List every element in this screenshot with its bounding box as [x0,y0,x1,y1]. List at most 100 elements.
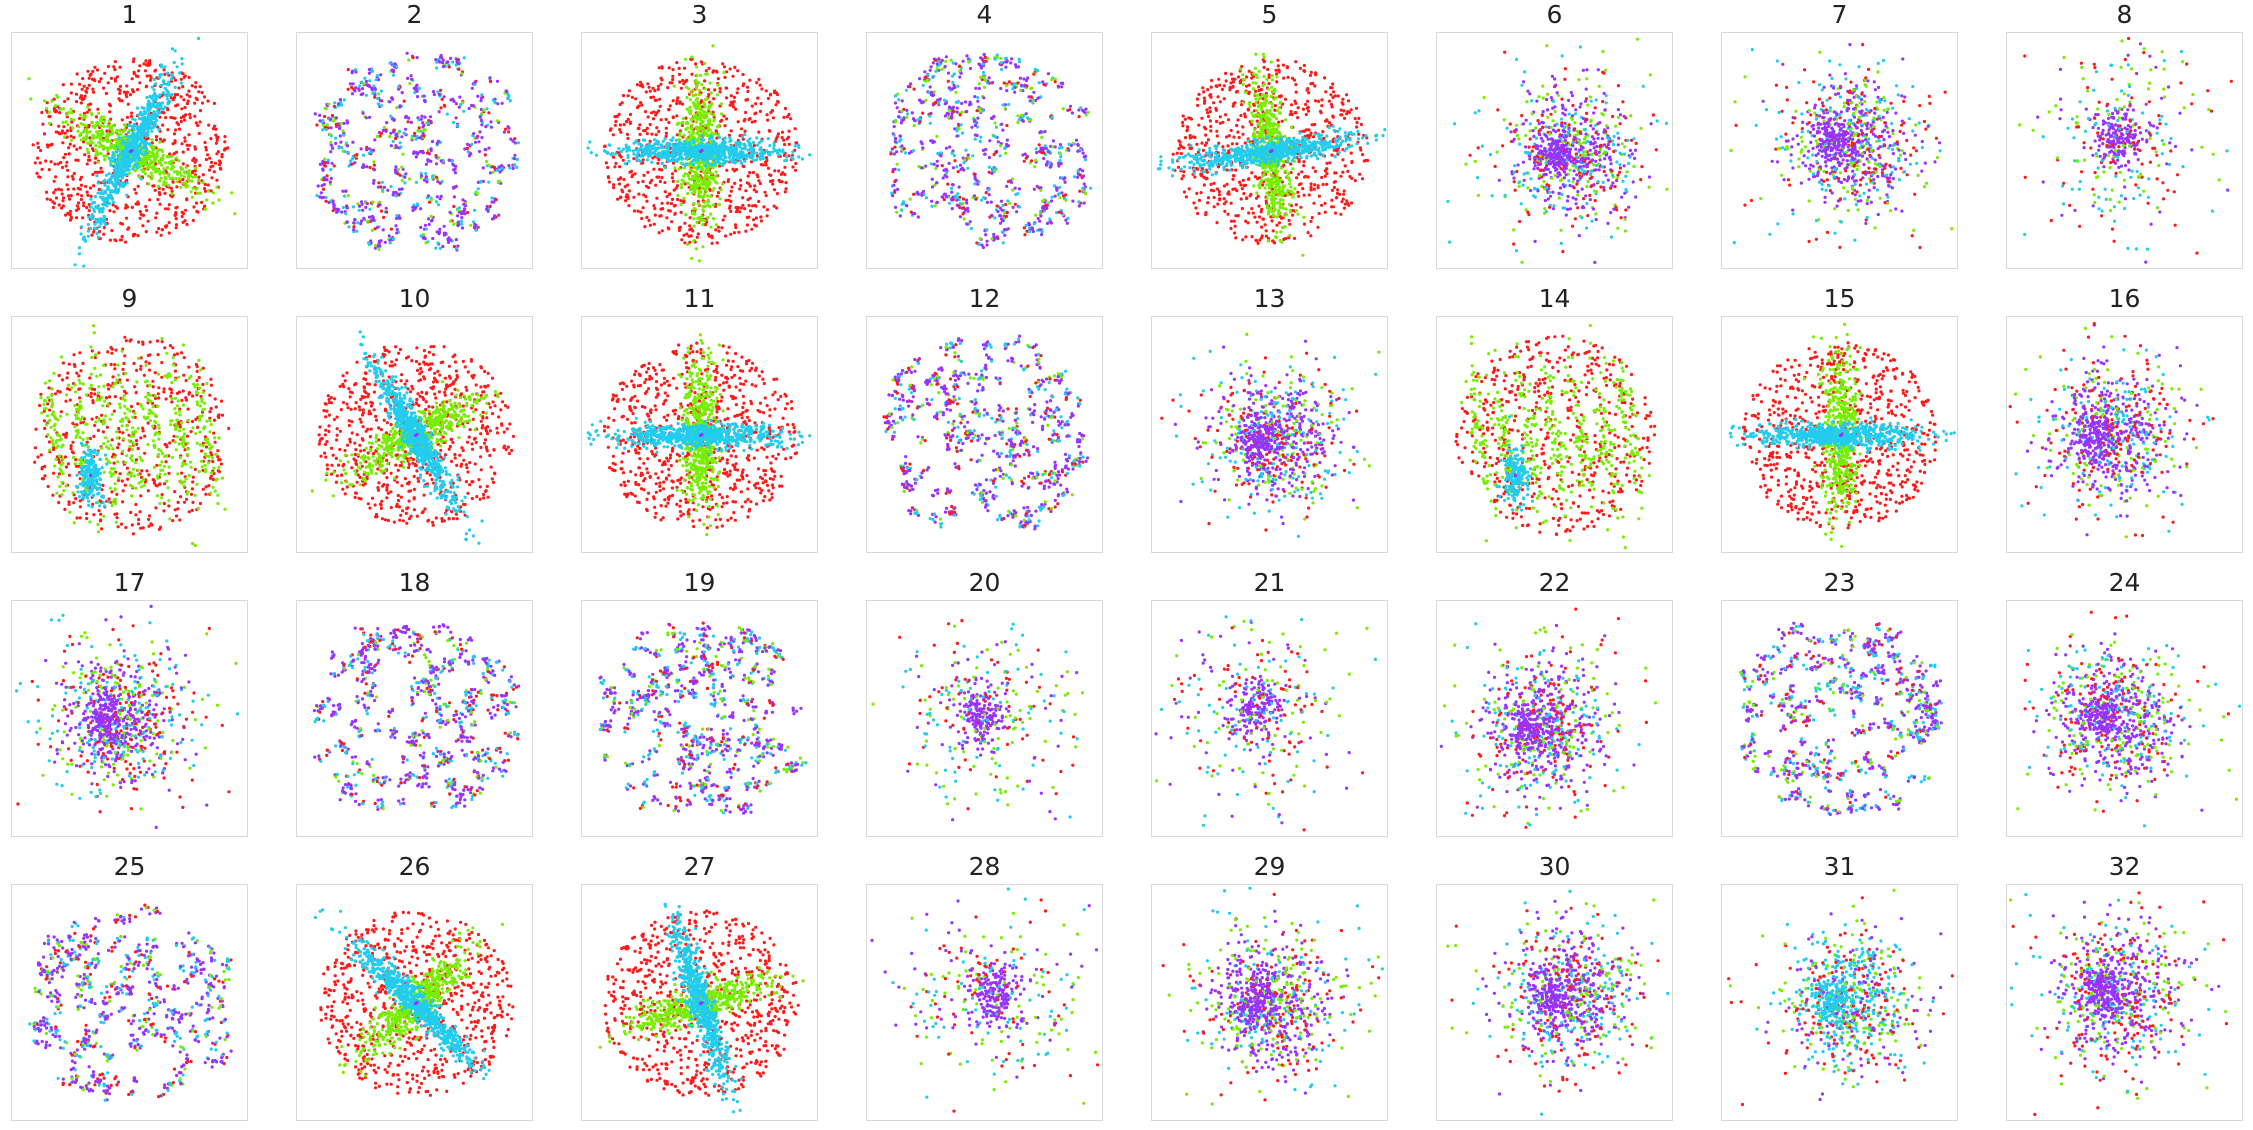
data-point-green [693,207,697,211]
data-point-purple [400,135,404,139]
data-point-cyan [696,166,701,170]
data-point-purple [345,206,349,210]
data-point-cyan [112,156,116,160]
data-point-purple [367,215,372,219]
data-point-red [90,233,94,237]
data-point-purple [923,70,927,74]
data-point-green [688,105,692,109]
data-point-cyan [94,217,98,222]
data-point-green [1084,113,1088,117]
data-point-red [198,163,202,167]
data-point-purple [489,120,493,124]
data-point-green [155,151,159,155]
data-point-cyan [124,134,128,138]
data-point-cyan [994,135,998,139]
data-point-red [213,161,218,165]
data-point-green [47,110,51,114]
data-point-red [783,173,787,177]
data-point-red [112,65,116,69]
data-point-red [84,89,88,93]
data-point-red [683,182,687,186]
data-point-purple [435,195,439,199]
data-point-red [45,101,49,105]
data-point-red [426,151,430,155]
data-point-red [775,192,779,196]
data-point-red [215,138,219,142]
data-point-red [172,95,177,100]
data-point-purple [362,216,366,220]
data-point-purple [340,210,344,214]
data-point-cyan [86,223,90,227]
data-point-purple [419,174,424,178]
data-point-purple [430,139,435,144]
data-point-cyan [656,147,660,151]
data-point-red [187,133,191,137]
data-point-purple [463,147,467,151]
data-point-green [684,213,688,217]
data-point-red [355,153,359,157]
data-point-red [78,116,82,121]
data-point-green [709,225,713,229]
data-point-red [657,231,661,235]
data-point-purple [476,180,480,184]
data-point-red [136,234,140,238]
data-point-cyan [82,235,87,239]
data-point-purple [370,218,374,222]
data-point-cyan [608,143,612,147]
data-point-green [697,202,701,206]
data-point-red [791,165,795,169]
data-point-purple [319,191,323,195]
data-point-red [675,133,679,137]
data-point-purple [507,126,511,130]
data-point-red [350,85,354,89]
data-point-purple [428,115,433,119]
data-point-green [186,171,190,175]
data-point-red [619,130,623,134]
data-point-cyan [113,185,117,189]
data-point-red [379,131,384,135]
data-point-purple [1024,78,1029,83]
data-point-purple [700,148,704,153]
data-point-red [656,161,660,165]
data-point-red [184,113,188,117]
data-point-cyan [93,222,97,226]
data-point-red [94,115,99,119]
data-point-red [667,108,671,112]
data-point-red [678,101,682,105]
data-point-red [183,136,187,140]
data-point-purple [318,113,322,117]
data-point-red [315,123,319,127]
data-point-cyan [777,153,781,157]
data-point-cyan [158,105,162,109]
data-point-cyan [113,176,117,180]
data-point-purple [329,143,333,147]
data-point-red [155,211,159,215]
data-point-red [170,195,174,199]
data-point-red [144,204,148,209]
data-point-cyan [417,86,421,90]
data-point-green [115,128,119,132]
data-point-red [783,165,787,169]
data-point-green [672,84,676,88]
data-point-purple [467,106,471,111]
data-point-green [709,111,713,115]
data-point-red [774,137,778,141]
data-point-cyan [490,196,494,200]
data-point-red [729,94,733,98]
data-point-purple [338,98,342,102]
data-point-red [209,160,214,164]
data-point-green [377,247,381,252]
data-point-green [70,111,74,115]
data-point-red [680,238,684,242]
data-point-purple [393,62,397,66]
data-point-cyan [147,107,151,111]
data-point-red [39,148,43,153]
data-point-purple [479,107,483,112]
data-point-purple [1065,221,1069,225]
data-point-red [160,228,164,232]
data-point-red [780,136,784,140]
data-point-cyan [651,146,655,150]
data-point-red [70,120,74,124]
data-point-purple [1081,108,1085,113]
data-point-green [697,103,701,107]
